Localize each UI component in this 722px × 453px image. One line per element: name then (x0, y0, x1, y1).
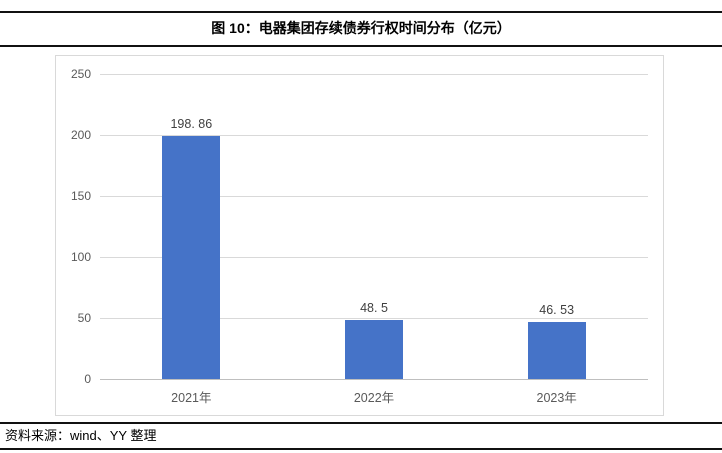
title-divider (0, 45, 722, 47)
gridline-50 (100, 317, 648, 319)
bar-value-label-2023年: 46. 53 (539, 303, 575, 318)
gridline-150 (100, 195, 648, 197)
gridline-250 (100, 73, 648, 75)
y-tick-label-250: 250 (70, 67, 91, 81)
top-divider (0, 11, 722, 13)
figure-title: 图 10：电器集团存续债券行权时间分布（亿元） (211, 20, 511, 36)
gridline-200 (100, 134, 648, 136)
bar-chart: 0 50 100 150 200 250 198. 86 2021年 48. 5 2022年 46.… (56, 56, 663, 415)
gridline-100 (100, 256, 648, 258)
bar-2022年 (345, 319, 403, 379)
bar-value-label-2021年: 198. 86 (170, 117, 213, 132)
bar-value-label-2022年: 48. 5 (360, 300, 388, 315)
y-tick-label-200: 200 (70, 128, 91, 142)
x-category-label-2022年: 2022年 (353, 391, 395, 405)
bar-2021年 (162, 136, 221, 379)
x-category-label-2023年: 2023年 (536, 391, 577, 405)
x-category-label-2021年: 2021年 (171, 391, 212, 405)
y-tick-label-50: 50 (77, 311, 91, 325)
y-tick-label-150: 150 (70, 189, 91, 203)
source-divider (0, 422, 722, 424)
source-note: 资料来源：wind、YY 整理 (5, 428, 157, 443)
bottom-divider (0, 448, 722, 450)
y-tick-label-100: 100 (70, 250, 91, 264)
y-tick-label-0: 0 (84, 372, 91, 386)
bar-2023年 (527, 322, 586, 379)
x-axis-line (100, 378, 648, 380)
chart-frame: 0 50 100 150 200 250 198. 86 2021年 48. 5 2022年 46.… (55, 55, 664, 416)
